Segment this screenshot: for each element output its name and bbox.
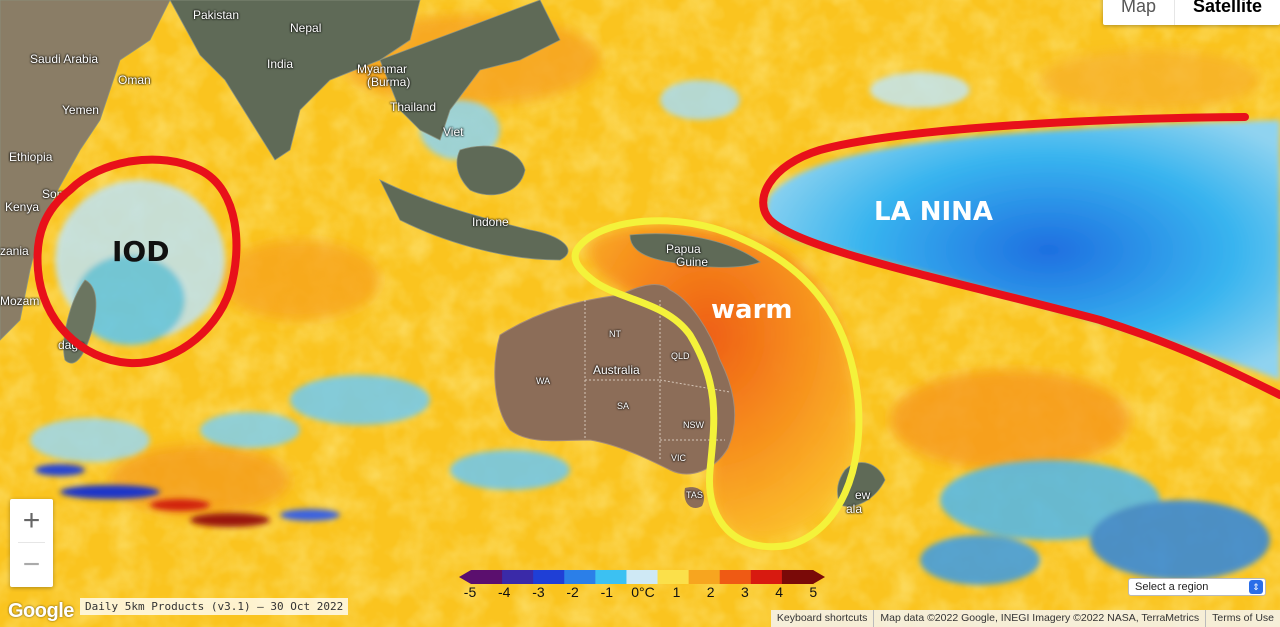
label-new-zealand: ew bbox=[855, 488, 871, 502]
terms-of-use-link[interactable]: Terms of Use bbox=[1205, 610, 1280, 627]
map-data-text: Map data ©2022 Google, INEGI Imagery ©20… bbox=[873, 610, 1205, 627]
colorbar-segment bbox=[750, 570, 783, 584]
colorbar-tick-label: 2 bbox=[706, 584, 715, 600]
colorbar-right-tip bbox=[813, 570, 825, 584]
colorbar bbox=[459, 570, 825, 584]
zoom-control: + − bbox=[10, 499, 53, 587]
label-zambia: zania bbox=[0, 244, 29, 258]
zoom-in-button[interactable]: + bbox=[22, 503, 41, 537]
colorbar-segment bbox=[626, 570, 659, 584]
colorbar-tick-label: 3 bbox=[741, 584, 749, 600]
map-type-satellite-button[interactable]: Satellite bbox=[1173, 0, 1280, 25]
colorbar-tick-label: 5 bbox=[809, 584, 818, 600]
colorbar-segment bbox=[471, 570, 503, 584]
label-indonesia: Indone bbox=[472, 215, 509, 229]
colorbar-tick-label: -2 bbox=[566, 584, 579, 600]
region-select[interactable]: Select a region ⇕ bbox=[1128, 578, 1266, 596]
colorbar-tick-label: 1 bbox=[672, 584, 681, 600]
label-india: India bbox=[267, 57, 294, 71]
label-somalia: Som bbox=[42, 187, 67, 201]
colorbar-segment bbox=[657, 570, 690, 584]
label-australia: Australia bbox=[593, 363, 640, 377]
colorbar-segment bbox=[719, 570, 752, 584]
colorbar-segment bbox=[533, 570, 565, 584]
google-logo[interactable]: Google bbox=[8, 600, 74, 622]
label-vic: VIC bbox=[671, 453, 687, 463]
label-guinea: Guine bbox=[676, 255, 709, 269]
label-sa: SA bbox=[617, 401, 630, 411]
colorbar-tick-label: -4 bbox=[498, 584, 511, 600]
la-nina-label: LA NINA bbox=[874, 197, 994, 227]
label-pakistan: Pakistan bbox=[193, 8, 240, 22]
map-type-map-button[interactable]: Map bbox=[1120, 0, 1156, 16]
colorbar-tick-label: 0°C bbox=[631, 584, 655, 600]
label-madagascar: daga bbox=[58, 338, 85, 352]
label-mozambique: Mozam bbox=[0, 294, 40, 308]
colorbar-segment bbox=[688, 570, 721, 584]
label-thailand: Thailand bbox=[390, 100, 437, 114]
label-oman: Oman bbox=[118, 73, 151, 87]
label-yemen: Yemen bbox=[62, 103, 99, 117]
label-saudi-arabia: Saudi Arabia bbox=[30, 52, 99, 66]
attribution-bar: Keyboard shortcuts Map data ©2022 Google… bbox=[770, 610, 1280, 627]
chevron-updown-icon: ⇕ bbox=[1249, 580, 1263, 594]
colorbar-segment bbox=[502, 570, 534, 584]
zoom-divider bbox=[18, 542, 45, 543]
label-qld: QLD bbox=[671, 351, 690, 361]
colorbar-left-tip bbox=[459, 570, 471, 584]
colorbar-segment bbox=[595, 570, 627, 584]
colorbar-segment bbox=[564, 570, 596, 584]
iod-label: IOD bbox=[112, 235, 170, 268]
keyboard-shortcuts-link[interactable]: Keyboard shortcuts bbox=[776, 612, 868, 624]
label-viet: Viet bbox=[443, 125, 464, 139]
label-wa: WA bbox=[536, 376, 551, 386]
colorbar-tick-label: -3 bbox=[532, 584, 545, 600]
label-nsw: NSW bbox=[683, 420, 704, 430]
label-tas: TAS bbox=[686, 490, 703, 500]
label-nt: NT bbox=[609, 329, 621, 339]
map-type-control: Map Satellite bbox=[1102, 0, 1280, 25]
label-zealand: ala bbox=[846, 502, 863, 516]
region-select-value: Select a region bbox=[1135, 581, 1209, 593]
product-label: Daily 5km Products (v3.1) — 30 Oct 2022 bbox=[80, 598, 349, 615]
label-papua: Papua bbox=[666, 242, 701, 256]
colorbar-segment bbox=[781, 570, 814, 584]
label-kenya: Kenya bbox=[5, 200, 40, 214]
label-nepal: Nepal bbox=[290, 21, 322, 35]
zoom-out-button[interactable]: − bbox=[22, 547, 41, 581]
label-ethiopia: Ethiopia bbox=[9, 150, 53, 164]
colorbar-tick-label: 4 bbox=[775, 584, 783, 600]
label-myanmar: Myanmar bbox=[357, 62, 408, 76]
colorbar-tick-label: -5 bbox=[463, 584, 477, 600]
colorbar-tick-label: -1 bbox=[600, 584, 614, 600]
warm-label: warm bbox=[711, 295, 793, 325]
label-burma: (Burma) bbox=[367, 75, 411, 89]
